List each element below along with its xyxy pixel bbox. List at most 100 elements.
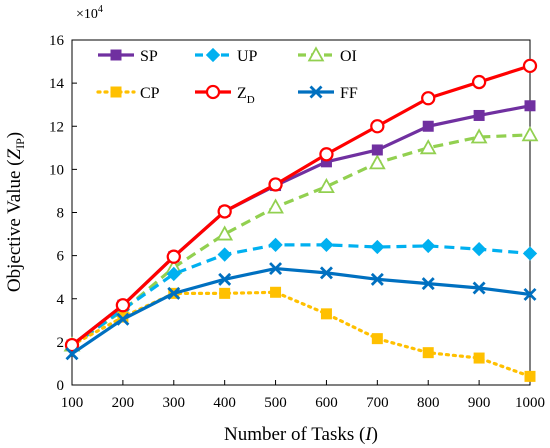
x-tick-label: 400 xyxy=(213,395,236,411)
data-point-cp xyxy=(473,352,485,364)
data-point-up xyxy=(421,238,436,254)
y-tick-label: 16 xyxy=(49,33,65,49)
data-point-cp xyxy=(270,286,282,298)
series-line-up xyxy=(71,243,531,348)
legend-label-text: FF xyxy=(340,85,358,102)
legend-marker-zd xyxy=(205,84,221,100)
legend-item-sp: SP xyxy=(98,48,158,65)
data-point-sp xyxy=(422,120,434,132)
data-point-oi xyxy=(216,225,234,241)
x-tick-label: 1000 xyxy=(515,395,545,411)
x-tick-label: 500 xyxy=(264,395,287,411)
series-line-oi xyxy=(71,133,531,347)
data-point-cp xyxy=(422,347,434,359)
data-point-up xyxy=(370,239,385,255)
data-point-cp xyxy=(524,370,536,382)
data-point-ff xyxy=(65,347,79,361)
x-axis-title-variable: I xyxy=(364,424,373,445)
series-cp xyxy=(66,286,536,382)
y-axis-multiplier-base: ×10 xyxy=(76,7,98,22)
legend-label-oi: OI xyxy=(340,48,357,65)
data-point-up xyxy=(268,237,283,252)
data-point-zd xyxy=(421,91,436,106)
legend-marker-ff xyxy=(309,85,323,99)
y-axis-title-subscript: IP xyxy=(13,138,27,149)
data-point-ff xyxy=(167,286,181,300)
y-tick-label: 10 xyxy=(49,162,64,178)
series-ff xyxy=(65,262,537,361)
y-tick-label: 12 xyxy=(49,119,64,135)
data-point-oi xyxy=(267,198,284,214)
data-point-zd xyxy=(115,298,131,313)
data-point-oi xyxy=(470,128,488,144)
legend-label-ff: FF xyxy=(340,85,358,102)
x-tick-label: 300 xyxy=(163,395,186,411)
y-tick-label: 2 xyxy=(57,335,65,351)
x-axis-ticks: 100 200 300 400 500 600 700 800 900 1000 xyxy=(61,380,545,411)
legend-label-text: OI xyxy=(340,48,357,65)
data-point-ff xyxy=(421,277,435,291)
x-tick-label: 900 xyxy=(468,395,491,411)
data-point-oi xyxy=(419,139,437,155)
y-axis-ticks: 0 2 4 6 8 10 12 14 16 xyxy=(49,33,77,394)
series-line-cp xyxy=(70,290,532,378)
legend-marker-oi xyxy=(307,46,325,62)
data-point-zd xyxy=(268,177,283,192)
x-tick-label: 800 xyxy=(417,395,440,411)
data-point-zd xyxy=(522,58,538,74)
data-point-up xyxy=(522,246,538,261)
y-tick-label: 14 xyxy=(49,76,65,92)
data-point-oi xyxy=(521,126,539,142)
legend-label-cp: CP xyxy=(140,85,160,102)
data-point-ff xyxy=(523,287,537,301)
data-point-ff xyxy=(269,262,283,276)
data-point-ff xyxy=(319,266,333,280)
series-line-ff xyxy=(71,266,531,356)
data-point-zd xyxy=(64,337,80,353)
legend-label-text: SP xyxy=(140,48,158,65)
legend-label-subscript: D xyxy=(247,94,255,106)
x-tick-label: 100 xyxy=(61,395,84,411)
y-axis-title-main: Objective Value ( xyxy=(4,159,25,292)
y-tick-label: 4 xyxy=(57,292,65,308)
legend-marker-cp xyxy=(110,86,122,98)
y-axis-multiplier-exponent: 4 xyxy=(98,4,103,15)
y-axis-multiplier: ×104 xyxy=(76,4,103,22)
series-zd xyxy=(64,58,538,353)
legend-label-text: CP xyxy=(140,85,160,102)
legend-item-ff: FF xyxy=(298,85,358,102)
legend-marker-sp xyxy=(110,49,122,61)
series-oi xyxy=(63,126,539,352)
x-tick-label: 700 xyxy=(366,395,389,411)
data-point-up xyxy=(217,247,232,262)
y-tick-label: 6 xyxy=(57,249,65,265)
legend-item-zd: ZD xyxy=(195,84,255,106)
data-point-sp xyxy=(320,156,332,168)
legend-label-text: Z xyxy=(237,85,247,102)
data-point-oi xyxy=(318,177,335,194)
legend-label-sp: SP xyxy=(140,48,158,65)
data-point-up xyxy=(471,242,487,257)
x-axis-title-main: Number of Tasks ( xyxy=(224,424,365,445)
x-axis-title: Number of Tasks (I) xyxy=(224,424,378,445)
data-point-sp xyxy=(524,100,536,112)
legend-item-cp: CP xyxy=(96,85,160,102)
data-point-ff xyxy=(370,272,384,286)
series-up xyxy=(64,237,538,354)
data-point-up xyxy=(166,266,181,282)
data-point-sp xyxy=(473,109,485,121)
legend-item-oi: OI xyxy=(298,46,357,65)
data-point-zd xyxy=(370,119,385,134)
data-point-sp xyxy=(371,144,383,156)
data-point-zd xyxy=(166,249,181,264)
series-line-zd xyxy=(71,64,531,347)
data-point-cp xyxy=(117,311,129,323)
data-point-zd xyxy=(217,204,232,219)
data-point-oi xyxy=(368,154,386,170)
y-axis-title-variable: Z xyxy=(4,148,25,159)
x-axis-title-close: ) xyxy=(372,424,378,445)
data-point-ff xyxy=(116,312,130,326)
legend-label-text: UP xyxy=(237,48,258,65)
data-point-ff xyxy=(218,272,232,286)
legend-item-up: UP xyxy=(195,47,258,65)
